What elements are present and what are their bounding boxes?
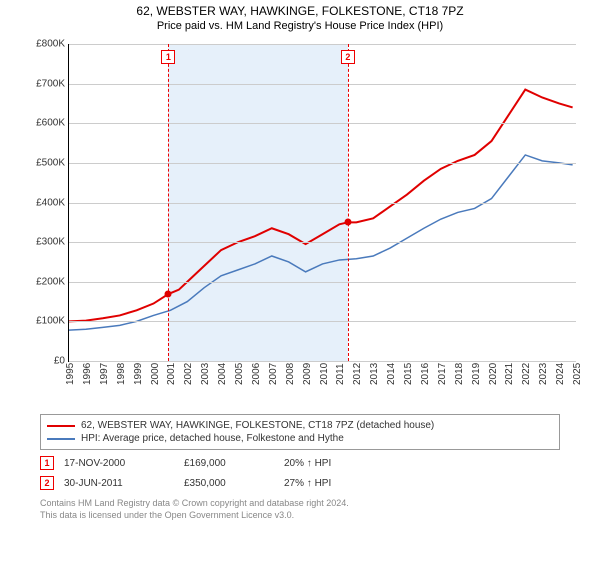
transaction-price: £169,000 xyxy=(184,458,274,469)
legend-label: HPI: Average price, detached house, Folk… xyxy=(81,433,344,444)
x-axis-label: 2024 xyxy=(555,363,566,385)
x-axis-label: 2019 xyxy=(471,363,482,385)
y-axis-label: £700K xyxy=(36,78,69,89)
chart-container: £0£100K£200K£300K£400K£500K£600K£700K£80… xyxy=(20,40,580,410)
legend-swatch xyxy=(47,425,75,427)
x-axis-label: 1998 xyxy=(116,363,127,385)
x-axis-label: 2020 xyxy=(488,363,499,385)
footer-text: Contains HM Land Registry data © Crown c… xyxy=(40,498,560,510)
marker-vline xyxy=(168,44,169,361)
x-axis-label: 2014 xyxy=(386,363,397,385)
y-axis-label: £800K xyxy=(36,39,69,50)
x-axis-label: 2023 xyxy=(538,363,549,385)
x-axis-label: 1997 xyxy=(99,363,110,385)
legend-swatch xyxy=(47,438,75,440)
x-axis-label: 2001 xyxy=(166,363,177,385)
transaction-row: 2 30-JUN-2011 £350,000 27% ↑ HPI xyxy=(40,476,560,490)
x-axis-label: 2008 xyxy=(285,363,296,385)
transaction-marker: 2 xyxy=(40,476,54,490)
x-axis-label: 2005 xyxy=(234,363,245,385)
gridline xyxy=(69,123,576,124)
x-axis-label: 2004 xyxy=(217,363,228,385)
x-axis-label: 2000 xyxy=(150,363,161,385)
gridline xyxy=(69,242,576,243)
x-axis-label: 2012 xyxy=(352,363,363,385)
gridline xyxy=(69,203,576,204)
x-axis-label: 2017 xyxy=(437,363,448,385)
x-axis-label: 1995 xyxy=(65,363,76,385)
x-axis-label: 2025 xyxy=(572,363,583,385)
transaction-row: 1 17-NOV-2000 £169,000 20% ↑ HPI xyxy=(40,456,560,470)
gridline xyxy=(69,44,576,45)
y-axis-label: £600K xyxy=(36,118,69,129)
gridline xyxy=(69,163,576,164)
gridline xyxy=(69,321,576,322)
x-axis-label: 2021 xyxy=(504,363,515,385)
marker-dot xyxy=(344,219,351,226)
x-axis-label: 1996 xyxy=(82,363,93,385)
x-axis-label: 2011 xyxy=(335,363,346,385)
x-axis-label: 2010 xyxy=(319,363,330,385)
x-axis-label: 2003 xyxy=(200,363,211,385)
x-axis-label: 2002 xyxy=(183,363,194,385)
marker-vline xyxy=(348,44,349,361)
x-axis-label: 2016 xyxy=(420,363,431,385)
legend-label: 62, WEBSTER WAY, HAWKINGE, FOLKESTONE, C… xyxy=(81,420,434,431)
chart-title: 62, WEBSTER WAY, HAWKINGE, FOLKESTONE, C… xyxy=(0,4,600,18)
transaction-pct: 27% ↑ HPI xyxy=(284,478,384,489)
transaction-marker: 1 xyxy=(40,456,54,470)
y-axis-label: £100K xyxy=(36,316,69,327)
x-axis-label: 2018 xyxy=(454,363,465,385)
y-axis-label: £200K xyxy=(36,276,69,287)
legend-item: HPI: Average price, detached house, Folk… xyxy=(47,432,553,445)
chart-subtitle: Price paid vs. HM Land Registry's House … xyxy=(0,20,600,32)
series-property xyxy=(69,90,573,322)
x-axis-label: 2007 xyxy=(268,363,279,385)
transaction-price: £350,000 xyxy=(184,478,274,489)
marker-dot xyxy=(165,291,172,298)
gridline xyxy=(69,282,576,283)
x-axis-label: 2015 xyxy=(403,363,414,385)
x-axis-label: 2013 xyxy=(369,363,380,385)
marker-label: 1 xyxy=(161,50,175,64)
x-axis-label: 2009 xyxy=(302,363,313,385)
legend-item: 62, WEBSTER WAY, HAWKINGE, FOLKESTONE, C… xyxy=(47,419,553,432)
x-axis-label: 1999 xyxy=(133,363,144,385)
gridline xyxy=(69,84,576,85)
y-axis-label: £500K xyxy=(36,157,69,168)
footer: Contains HM Land Registry data © Crown c… xyxy=(40,498,560,521)
legend: 62, WEBSTER WAY, HAWKINGE, FOLKESTONE, C… xyxy=(40,414,560,450)
transaction-date: 17-NOV-2000 xyxy=(64,458,174,469)
plot-area: £0£100K£200K£300K£400K£500K£600K£700K£80… xyxy=(68,44,576,362)
transaction-pct: 20% ↑ HPI xyxy=(284,458,384,469)
x-axis-label: 2022 xyxy=(521,363,532,385)
y-axis-label: £300K xyxy=(36,237,69,248)
footer-text: This data is licensed under the Open Gov… xyxy=(40,510,560,522)
y-axis-label: £400K xyxy=(36,197,69,208)
transaction-date: 30-JUN-2011 xyxy=(64,478,174,489)
x-axis-label: 2006 xyxy=(251,363,262,385)
marker-label: 2 xyxy=(341,50,355,64)
